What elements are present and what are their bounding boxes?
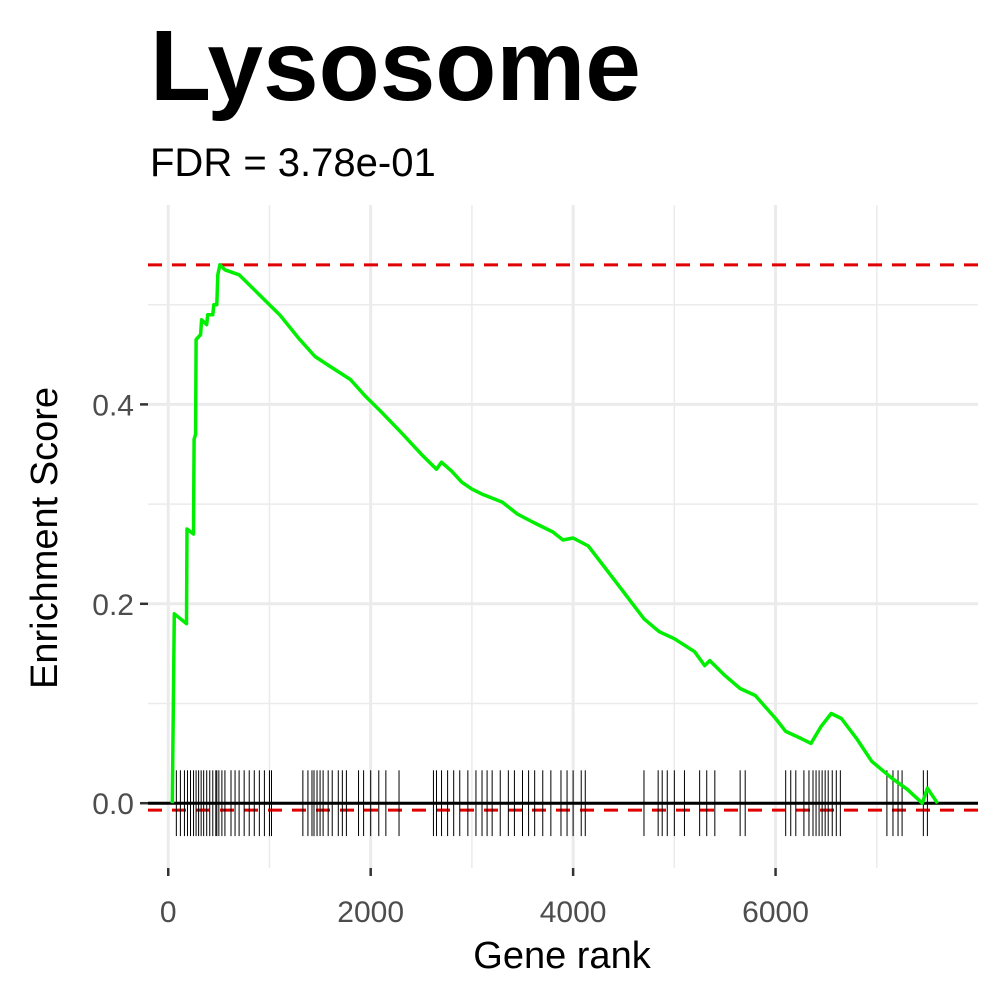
x-tick-label-0: 0 — [160, 896, 177, 929]
x-axis-title: Gene rank — [473, 935, 651, 977]
x-tick-label-4000: 4000 — [540, 896, 607, 929]
y-tick-label-0.4: 0.4 — [92, 389, 134, 422]
enrichment-curve-0 — [170, 263, 939, 805]
gene-rug-marks — [175, 770, 928, 837]
x-tick-label-2000: 2000 — [337, 896, 404, 929]
axis-ticks: 0 2000 4000 6000 0.0 0.2 0.4 — [92, 389, 809, 929]
y-tick-label-0: 0.0 — [92, 788, 134, 821]
y-axis-title: Enrichment Score — [24, 387, 66, 689]
enrichment-curve-layer — [170, 263, 939, 805]
y-tick-label-0.2: 0.2 — [92, 589, 134, 622]
chart-subtitle: FDR = 3.78e-01 — [150, 141, 436, 185]
chart-title: Lysosome — [150, 10, 641, 122]
x-tick-label-6000: 6000 — [742, 896, 809, 929]
reference-lines — [148, 263, 978, 812]
